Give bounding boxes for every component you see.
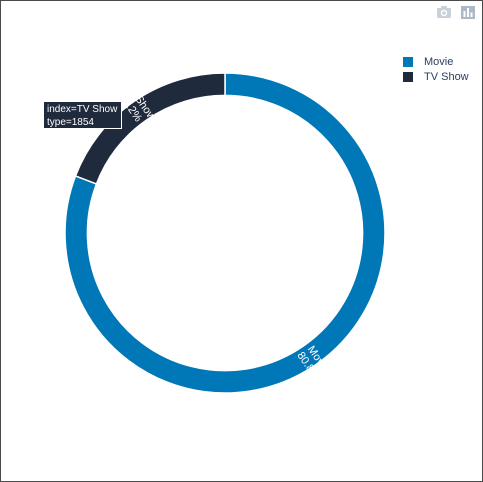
slice-movie[interactable]	[64, 72, 386, 394]
camera-icon[interactable]	[436, 5, 452, 19]
legend-label-movie: Movie	[424, 55, 454, 68]
legend-label-tv-show: TV Show	[424, 70, 469, 83]
hover-tooltip: index=TV Show type=1854	[43, 101, 122, 129]
legend-item-movie[interactable]: Movie	[403, 54, 469, 69]
tooltip-type-line: type=1854	[47, 117, 94, 128]
tooltip-index-line: index=TV Show	[47, 104, 118, 115]
legend-swatch-movie	[403, 56, 413, 67]
legend: Movie TV Show	[403, 54, 469, 84]
slice-labels: Movie80.8%TV Show19.2%	[116, 79, 331, 382]
legend-item-tv-show[interactable]: TV Show	[403, 69, 469, 84]
legend-swatch-tv-show	[403, 71, 413, 82]
modebar	[436, 5, 476, 19]
bar-chart-icon[interactable]	[460, 5, 476, 19]
